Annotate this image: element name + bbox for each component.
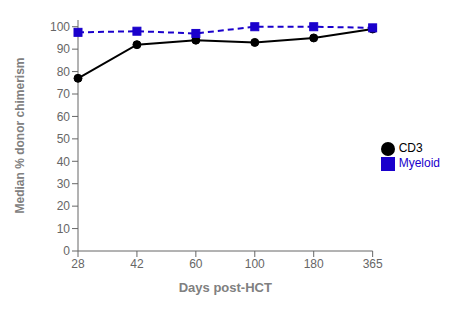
svg-text:100: 100 bbox=[50, 20, 70, 34]
svg-text:20: 20 bbox=[57, 199, 71, 213]
svg-text:30: 30 bbox=[57, 177, 71, 191]
html-text:Myeloid: Myeloid bbox=[398, 156, 440, 170]
svg-text:0: 0 bbox=[63, 244, 70, 258]
svg-text:10: 10 bbox=[57, 222, 71, 236]
svg-text:100: 100 bbox=[245, 257, 265, 271]
svg-text:50: 50 bbox=[57, 132, 71, 146]
svg-text:Days post-HCT: Days post-HCT bbox=[179, 280, 272, 295]
svg-text:365: 365 bbox=[363, 257, 383, 271]
svg-text:80: 80 bbox=[57, 65, 71, 79]
html-text:CD3: CD3 bbox=[398, 141, 423, 156]
svg-text:60: 60 bbox=[189, 257, 203, 271]
svg-text:28: 28 bbox=[71, 257, 85, 271]
svg-text:40: 40 bbox=[57, 155, 71, 169]
svg-text:42: 42 bbox=[130, 257, 144, 271]
svg-text:60: 60 bbox=[57, 110, 71, 124]
svg-text:Median % donor chimerism: Median % donor chimerism bbox=[13, 57, 27, 213]
svg-text:180: 180 bbox=[304, 257, 324, 271]
svg-text:90: 90 bbox=[57, 42, 71, 56]
svg-text:70: 70 bbox=[57, 87, 71, 101]
